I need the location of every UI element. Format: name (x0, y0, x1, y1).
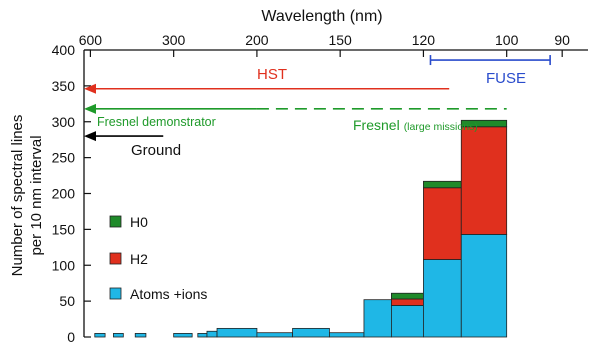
fresnel-label: Fresnel (large missions) (353, 117, 478, 133)
legend-label-h2: H2 (130, 251, 148, 267)
bar-atoms_ions (292, 327, 330, 338)
bar-atoms_ions (173, 333, 193, 338)
y-axis-title-line: Number of spectral lines (9, 115, 26, 277)
legend-swatch-atoms-ions (109, 287, 122, 300)
wavelength-tick-label: 150 (328, 32, 352, 48)
legend-swatch-h2 (109, 252, 122, 265)
hst-arrowhead (84, 83, 96, 94)
bar-atoms_ions (216, 327, 258, 338)
y-tick-label: 350 (52, 78, 76, 94)
wavelength-tick-label: 200 (245, 32, 269, 48)
y-axis-title-line: per 10 nm interval (28, 135, 45, 255)
bar-h2 (423, 187, 462, 260)
bar-atoms_ions (329, 332, 365, 338)
fresnel-sub-label: (large missions) (404, 121, 478, 133)
y-tick-label: 0 (67, 329, 75, 342)
bar-atoms_ions (256, 332, 293, 338)
bar-atoms_ions (134, 333, 147, 338)
fresnel-demonstrator-label: Fresnel demonstrator (97, 115, 216, 129)
y-tick-label: 50 (59, 293, 75, 309)
y-tick-label: 300 (52, 114, 76, 130)
top-axis-title: Wavelength (nm) (261, 8, 382, 25)
y-tick-label: 400 (52, 42, 76, 58)
y-axis-title: Number of spectral lines per 10 nm interv… (9, 115, 45, 277)
bar-atoms_ions (206, 330, 218, 338)
bar-atoms_ions (363, 299, 392, 338)
y-tick-label: 250 (52, 150, 76, 166)
fresnel-demonstrator-arrowhead (84, 103, 96, 114)
wavelength-tick-label: 300 (162, 32, 186, 48)
bar-h0 (460, 119, 508, 128)
wavelength-tick-label: 100 (495, 32, 519, 48)
ground-arrowhead (84, 131, 96, 142)
fuse-label: FUSE (486, 70, 526, 87)
legend-label-h0: H0 (130, 214, 148, 230)
legend-swatch-h0 (109, 215, 122, 228)
wavelength-tick-label: 120 (412, 32, 436, 48)
bar-h2 (460, 126, 508, 235)
bar-h2 (391, 298, 424, 306)
y-tick-label: 200 (52, 186, 76, 202)
wavelength-tick-label: 600 (79, 32, 103, 48)
wavelength-tick-label: 90 (554, 32, 570, 48)
bar-h0 (423, 180, 462, 189)
y-tick-label: 100 (52, 257, 76, 273)
bar-atoms_ions (197, 333, 208, 338)
hst-label: HST (257, 66, 287, 83)
y-tick-label: 150 (52, 221, 76, 237)
bar-atoms_ions (423, 259, 462, 338)
bar-atoms_ions (113, 333, 124, 338)
bar-atoms_ions (391, 305, 424, 338)
bar-atoms_ions (94, 333, 106, 338)
bar-h0 (391, 292, 424, 300)
legend-label-atoms-ions: Atoms +ions (130, 286, 207, 302)
bar-atoms_ions (460, 233, 508, 338)
ground-label: Ground (131, 142, 181, 159)
